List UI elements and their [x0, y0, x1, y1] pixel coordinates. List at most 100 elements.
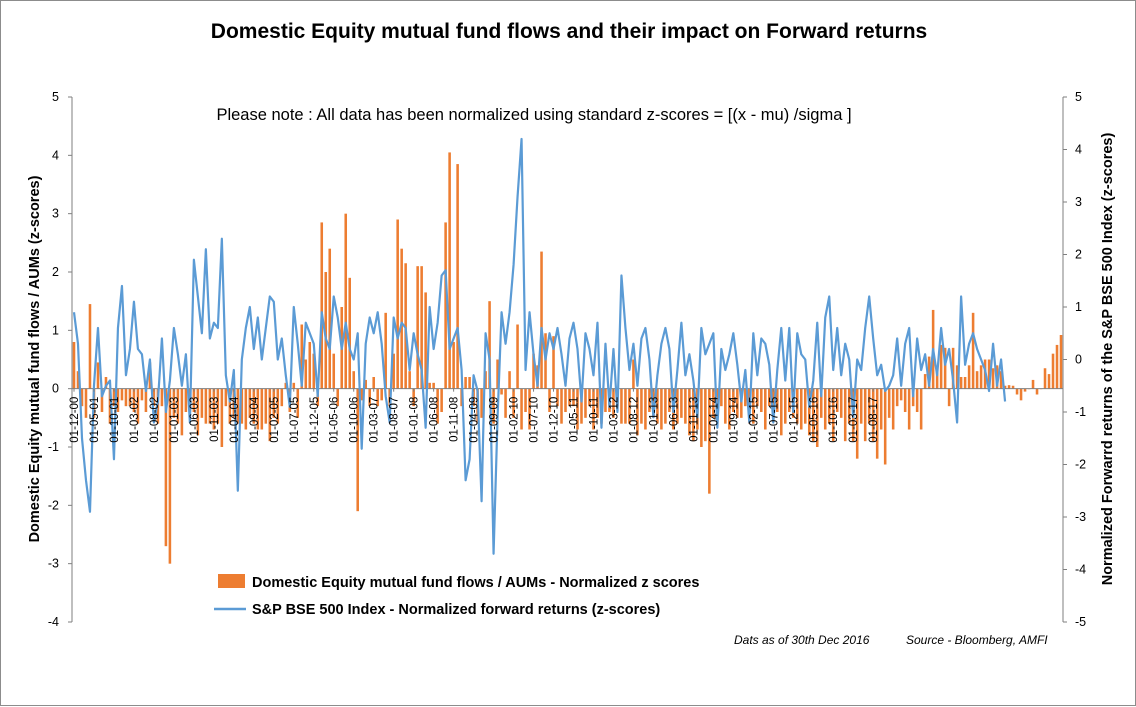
x-tick-label: 01-12-05 — [309, 397, 321, 443]
flow-bar — [104, 377, 108, 389]
flow-bar — [863, 388, 867, 442]
flow-bar — [72, 342, 76, 389]
flow-bar — [88, 304, 92, 389]
flow-bar — [815, 388, 819, 447]
flow-bar — [592, 388, 595, 430]
flow-bar — [883, 388, 887, 465]
flow-bar — [516, 324, 519, 389]
flow-bar — [348, 277, 351, 389]
flow-bar — [540, 251, 543, 389]
flow-bar — [1059, 335, 1063, 389]
flow-bar — [803, 388, 807, 424]
x-tick-label: 01-02-10 — [509, 397, 521, 443]
flow-bar — [452, 342, 455, 389]
flow-bar — [564, 388, 567, 412]
flow-bar — [967, 365, 971, 389]
flow-bar — [532, 353, 535, 389]
x-tick-label: 01-02-15 — [748, 397, 760, 443]
flow-bar — [899, 388, 903, 401]
x-tick-label: 01-08-17 — [868, 397, 880, 443]
flow-bar — [971, 312, 975, 389]
flow-bar — [871, 388, 875, 442]
x-tick-label: 01-03-17 — [848, 397, 860, 443]
flow-bar — [312, 353, 316, 389]
date-note: Dats as of 30th Dec 2016 — [734, 633, 870, 647]
flow-bar — [496, 359, 499, 389]
flow-bar — [911, 388, 915, 407]
flow-bar — [492, 388, 495, 424]
flow-bar — [760, 388, 763, 412]
flow-bar — [839, 388, 843, 418]
flow-bar — [776, 388, 779, 412]
flow-bar — [428, 382, 431, 389]
flow-bar — [316, 388, 320, 407]
flow-bar — [1043, 368, 1047, 389]
flow-bar — [292, 382, 296, 389]
flow-bar — [867, 388, 871, 424]
flow-bar — [612, 388, 615, 418]
flow-bar — [628, 388, 631, 424]
flow-bar — [1055, 344, 1059, 389]
flow-bar — [256, 388, 260, 430]
flow-bar — [344, 213, 348, 389]
flow-bar — [879, 388, 883, 430]
flow-bar — [827, 388, 831, 424]
flow-bar — [272, 388, 276, 418]
left-y-tick-label: 1 — [52, 323, 59, 337]
flow-bar — [324, 272, 328, 389]
legend-line-label: S&P BSE 500 Index - Normalized forward r… — [252, 602, 660, 618]
flow-bar — [512, 388, 515, 418]
flow-bar — [484, 371, 487, 389]
flow-bar — [304, 359, 308, 389]
x-tick-label: 01-11-08 — [449, 397, 461, 442]
flow-bar — [320, 222, 324, 389]
chart-axes — [71, 97, 1064, 622]
flow-bar — [248, 388, 252, 418]
flow-bar — [560, 388, 563, 424]
flow-bar — [935, 371, 939, 389]
flow-bar — [704, 388, 707, 442]
left-y-axis-ticks: -4 -3 -2 -1 0 1 2 3 4 5 — [48, 90, 72, 629]
flow-bar — [999, 371, 1003, 389]
flow-bar — [979, 365, 983, 389]
flow-bar — [244, 388, 248, 430]
flow-bar — [780, 388, 783, 436]
flow-bar — [855, 388, 859, 459]
flow-bar — [284, 382, 288, 389]
flow-bar — [196, 388, 200, 436]
flow-bar — [556, 388, 559, 407]
flow-bar — [684, 388, 687, 424]
flow-bar — [740, 388, 743, 418]
returns-line — [72, 137, 1007, 555]
flow-bar — [620, 388, 623, 424]
right-y-tick-label: -3 — [1075, 510, 1086, 524]
flow-bar — [80, 388, 84, 407]
flow-bar — [959, 377, 963, 389]
flow-bar — [228, 388, 232, 424]
flow-bar — [500, 388, 503, 395]
x-tick-label: 01-02-05 — [269, 397, 281, 443]
flow-bar — [332, 353, 336, 389]
flow-bar — [624, 388, 627, 424]
flow-bar — [404, 263, 407, 389]
flow-bar — [468, 377, 471, 389]
flow-bar — [847, 388, 851, 424]
flow-bar — [408, 371, 411, 389]
x-tick-label: 01-10-16 — [828, 397, 840, 443]
flow-bar — [280, 388, 284, 407]
flow-bar — [939, 344, 943, 389]
flow-bar — [544, 333, 547, 389]
flow-bar — [596, 388, 599, 418]
right-y-tick-label: 3 — [1075, 195, 1082, 209]
x-tick-label: 01-09-14 — [728, 396, 740, 443]
x-tick-label: 01-01-08 — [409, 397, 421, 443]
flow-bar — [700, 388, 703, 447]
flow-bar — [176, 388, 180, 424]
x-tick-label: 01-10-01 — [109, 397, 121, 443]
flow-bar — [112, 388, 116, 407]
flow-bar — [823, 388, 827, 430]
x-tick-label: 01-11-03 — [209, 397, 221, 442]
flow-bar — [268, 388, 272, 442]
left-y-tick-label: 3 — [52, 207, 59, 221]
